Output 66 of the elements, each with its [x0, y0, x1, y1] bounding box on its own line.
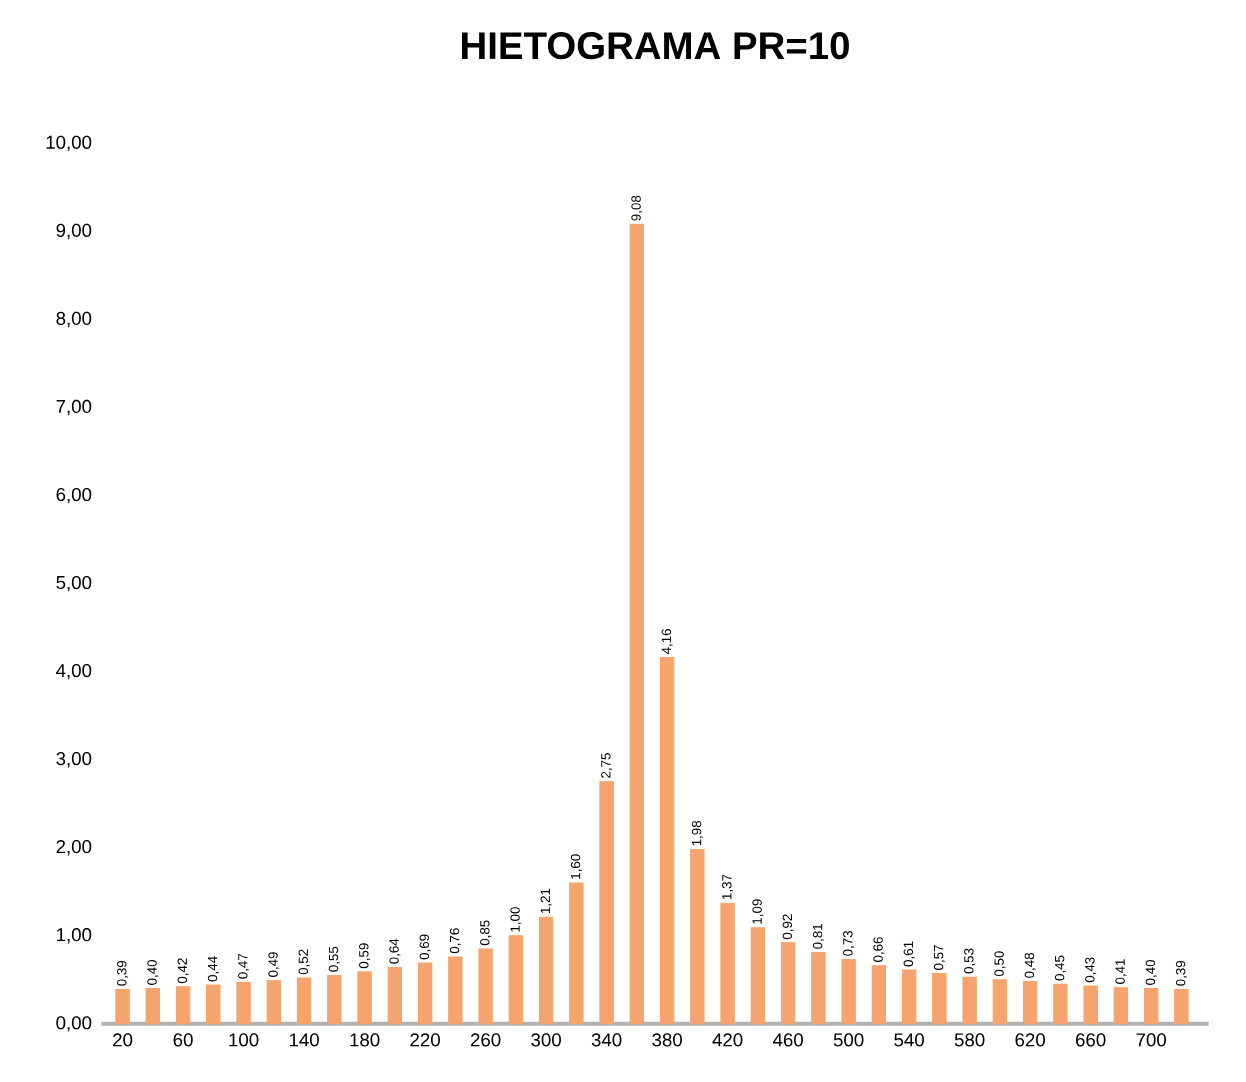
bar — [569, 882, 584, 1025]
bar — [1143, 987, 1159, 1025]
bar — [629, 223, 645, 1025]
bar — [538, 916, 554, 1025]
x-tick-label: 460 — [772, 1033, 803, 1047]
y-tick-label: 0,00 — [56, 1015, 92, 1032]
bar — [780, 942, 796, 1025]
bar — [871, 964, 887, 1025]
x-tick-label: 420 — [712, 1033, 743, 1047]
x-tick-label: 60 — [173, 1033, 193, 1047]
y-tick-label: 8,00 — [56, 311, 92, 327]
bar — [1174, 988, 1189, 1025]
bar — [145, 987, 161, 1025]
x-tick-label: 340 — [591, 1033, 622, 1047]
bar — [841, 958, 856, 1025]
bar — [962, 976, 977, 1025]
bar — [901, 969, 917, 1025]
x-tick-label: 540 — [894, 1033, 924, 1047]
bar — [175, 986, 191, 1025]
bar — [1083, 985, 1098, 1025]
x-tick-label: 500 — [833, 1033, 864, 1047]
bar — [327, 974, 342, 1025]
x-tick-label: 140 — [289, 1033, 319, 1047]
bar — [690, 848, 705, 1025]
bar — [659, 656, 675, 1025]
bar — [992, 979, 1008, 1025]
bar — [811, 951, 826, 1025]
bar — [750, 927, 766, 1025]
x-tick-label: 380 — [652, 1033, 682, 1047]
bar — [720, 902, 735, 1025]
x-tick-label: 260 — [470, 1033, 501, 1047]
chart-title: HIETOGRAMA PR=10 — [462, 31, 849, 60]
y-tick-label: 6,00 — [56, 487, 92, 504]
y-tick-label: 4,00 — [56, 663, 92, 680]
bar — [1022, 980, 1038, 1025]
y-tick-label: 7,00 — [56, 399, 92, 415]
bar — [932, 972, 947, 1025]
y-tick-label: 10,00 — [46, 135, 92, 151]
bar — [296, 977, 312, 1025]
y-tick-label: 5,00 — [56, 575, 92, 592]
y-tick-label: 2,00 — [56, 839, 92, 856]
bar — [508, 935, 524, 1025]
x-tick-label: 660 — [1076, 1033, 1106, 1047]
bar — [236, 981, 251, 1025]
x-tick-label: 20 — [113, 1033, 133, 1047]
y-tick-label: 3,00 — [56, 751, 92, 768]
x-tick-label: 700 — [1136, 1033, 1167, 1047]
bar — [115, 988, 130, 1025]
bar — [1113, 986, 1129, 1025]
x-tick-label: 620 — [1015, 1033, 1045, 1047]
x-tick-label: 580 — [954, 1033, 985, 1047]
x-tick-label: 180 — [350, 1033, 380, 1047]
x-tick-label: 100 — [229, 1033, 259, 1047]
bar — [387, 966, 403, 1025]
bar — [417, 962, 433, 1025]
bar — [357, 971, 372, 1025]
bar — [206, 984, 221, 1025]
x-tick-label: 300 — [531, 1033, 561, 1047]
x-tick-label: 220 — [410, 1033, 440, 1047]
y-tick-label: 9,00 — [56, 223, 92, 239]
bar — [266, 979, 282, 1025]
bar — [1053, 983, 1068, 1025]
y-tick-label: 1,00 — [57, 927, 92, 944]
bar — [478, 948, 493, 1025]
bar — [448, 956, 463, 1025]
bar — [599, 780, 614, 1025]
